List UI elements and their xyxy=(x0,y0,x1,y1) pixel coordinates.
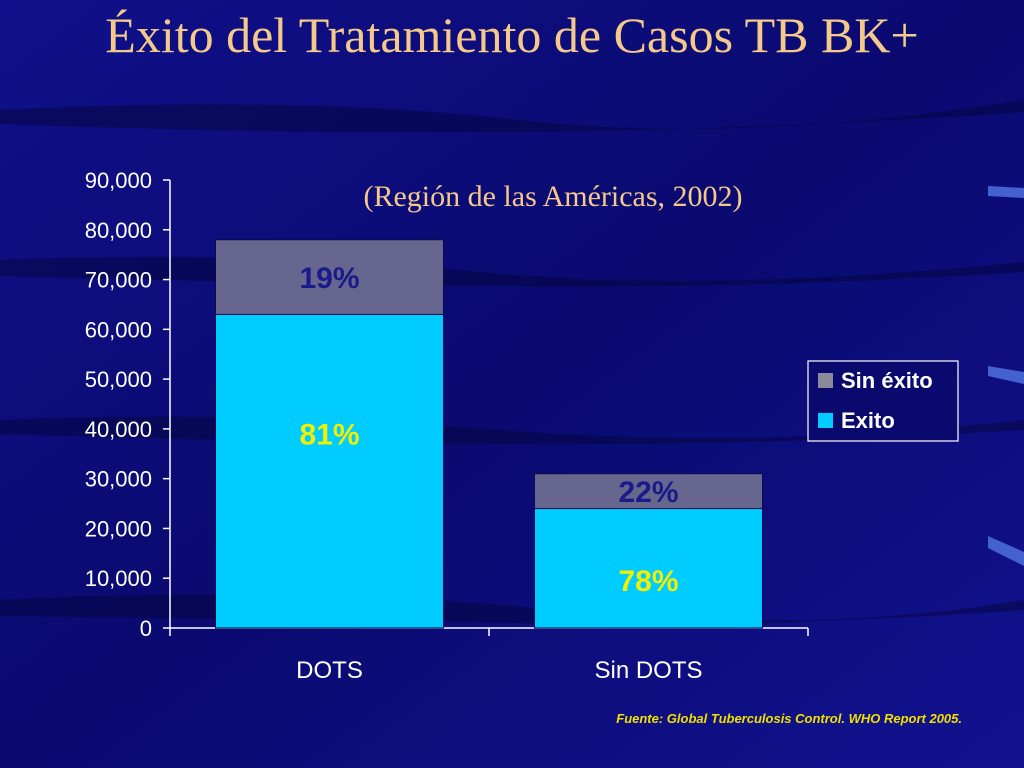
legend-label: Sin éxito xyxy=(841,368,933,393)
data-label: 19% xyxy=(299,262,359,295)
y-tick-label: 20,000 xyxy=(85,516,152,541)
slide-title: Éxito del Tratamiento de Casos TB BK+ xyxy=(105,7,919,63)
y-tick-label: 10,000 xyxy=(85,566,152,591)
data-label: 81% xyxy=(299,419,359,452)
bar-exito-1 xyxy=(534,508,763,629)
bar-sin-exito-0 xyxy=(215,239,444,315)
legend-swatch xyxy=(818,373,833,388)
y-tick-label: 70,000 xyxy=(85,268,152,293)
y-tick-label: 60,000 xyxy=(85,317,152,342)
y-tick-label: 40,000 xyxy=(85,417,152,442)
bar-exito-0 xyxy=(215,313,444,629)
data-label: 22% xyxy=(618,476,678,509)
x-tick-label: DOTS xyxy=(296,657,363,684)
chart-subtitle: (Región de las Américas, 2002) xyxy=(363,180,742,213)
legend-label: Exito xyxy=(841,408,895,433)
legend-swatch xyxy=(818,413,833,428)
y-tick-label: 80,000 xyxy=(85,218,152,243)
y-tick-label: 30,000 xyxy=(85,467,152,492)
x-tick-label: Sin DOTS xyxy=(594,657,702,684)
y-tick-label: 50,000 xyxy=(85,367,152,392)
source-note: Fuente: Global Tuberculosis Control. WHO… xyxy=(616,711,962,726)
data-label: 78% xyxy=(618,565,678,598)
plot-area: 0 10,000 20,000 30,000 40,000 50,000 60,000 70,… xyxy=(85,168,809,684)
legend: Sin éxito Exito xyxy=(807,360,959,442)
y-tick-label: 0 xyxy=(140,616,152,641)
bar-sin-exito-1 xyxy=(534,473,763,510)
y-tick-label: 90,000 xyxy=(85,168,152,193)
